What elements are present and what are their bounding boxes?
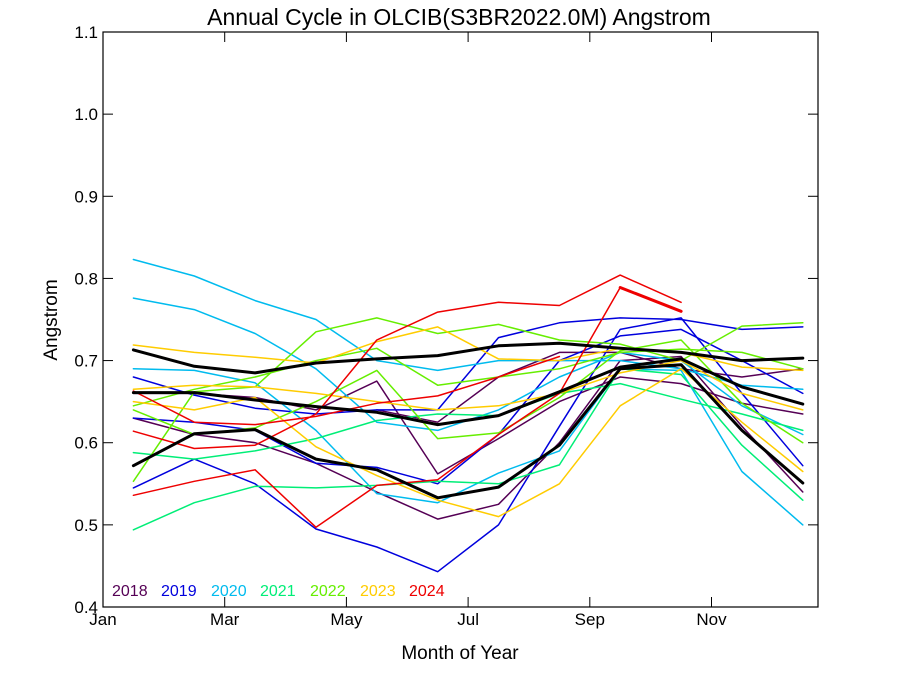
plot-frame <box>102 31 819 608</box>
legend-item-2019: 2019 <box>161 583 197 600</box>
y-tick-label: 0.8 <box>74 269 98 288</box>
x-axis-title: Month of Year <box>401 643 519 664</box>
legend: 2018 2019 2020 2021 2022 2023 2024 <box>112 583 445 600</box>
series-line-7 <box>132 258 804 391</box>
series-line-21 <box>618 286 683 313</box>
series-line-22 <box>131 341 805 375</box>
series-line-11 <box>132 382 804 460</box>
y-tick-label: 0.5 <box>74 516 98 535</box>
series-line-5 <box>132 317 804 415</box>
x-tick-label: Jul <box>457 610 479 629</box>
series-line-3 <box>376 351 804 423</box>
legend-item-2018: 2018 <box>112 583 148 600</box>
series-line-16 <box>132 359 804 411</box>
series-line-10 <box>132 368 804 531</box>
series-line-4 <box>132 317 804 573</box>
y-axis-title: Angstrom <box>41 279 62 360</box>
y-tick-label: 1.1 <box>74 23 98 42</box>
y-tick-label: 0.6 <box>74 434 98 453</box>
chart-title: Annual Cycle in OLCIB(S3BR2022.0M) Angst… <box>207 4 711 30</box>
x-tick-label: Jan <box>89 610 116 629</box>
x-tick-label: Sep <box>575 610 605 629</box>
series-layer <box>131 258 805 573</box>
series-line-23 <box>131 357 805 427</box>
ticks-layer: 0.4 0.5 0.6 0.7 0.8 0.9 1.0 1.1 Jan Mar May Jul Sep N… <box>74 23 818 629</box>
y-tick-label: 0.7 <box>74 352 98 371</box>
series-line-18 <box>132 286 682 529</box>
legend-item-2020: 2020 <box>211 583 247 600</box>
legend-item-2021: 2021 <box>260 583 296 600</box>
series-line-14 <box>132 347 804 407</box>
legend-item-2024: 2024 <box>409 583 445 600</box>
y-tick-label: 1.0 <box>74 105 98 124</box>
legend-item-2023: 2023 <box>360 583 396 600</box>
y-tick-label: 0.9 <box>74 187 98 206</box>
series-line-8 <box>132 297 804 436</box>
x-tick-label: Mar <box>210 610 240 629</box>
series-line-24 <box>131 363 805 500</box>
x-tick-label: Nov <box>696 610 727 629</box>
y-tick-label: 0.4 <box>74 598 98 617</box>
legend-item-2022: 2022 <box>310 583 346 600</box>
series-line-19 <box>132 274 682 450</box>
x-tick-label: May <box>330 610 363 629</box>
